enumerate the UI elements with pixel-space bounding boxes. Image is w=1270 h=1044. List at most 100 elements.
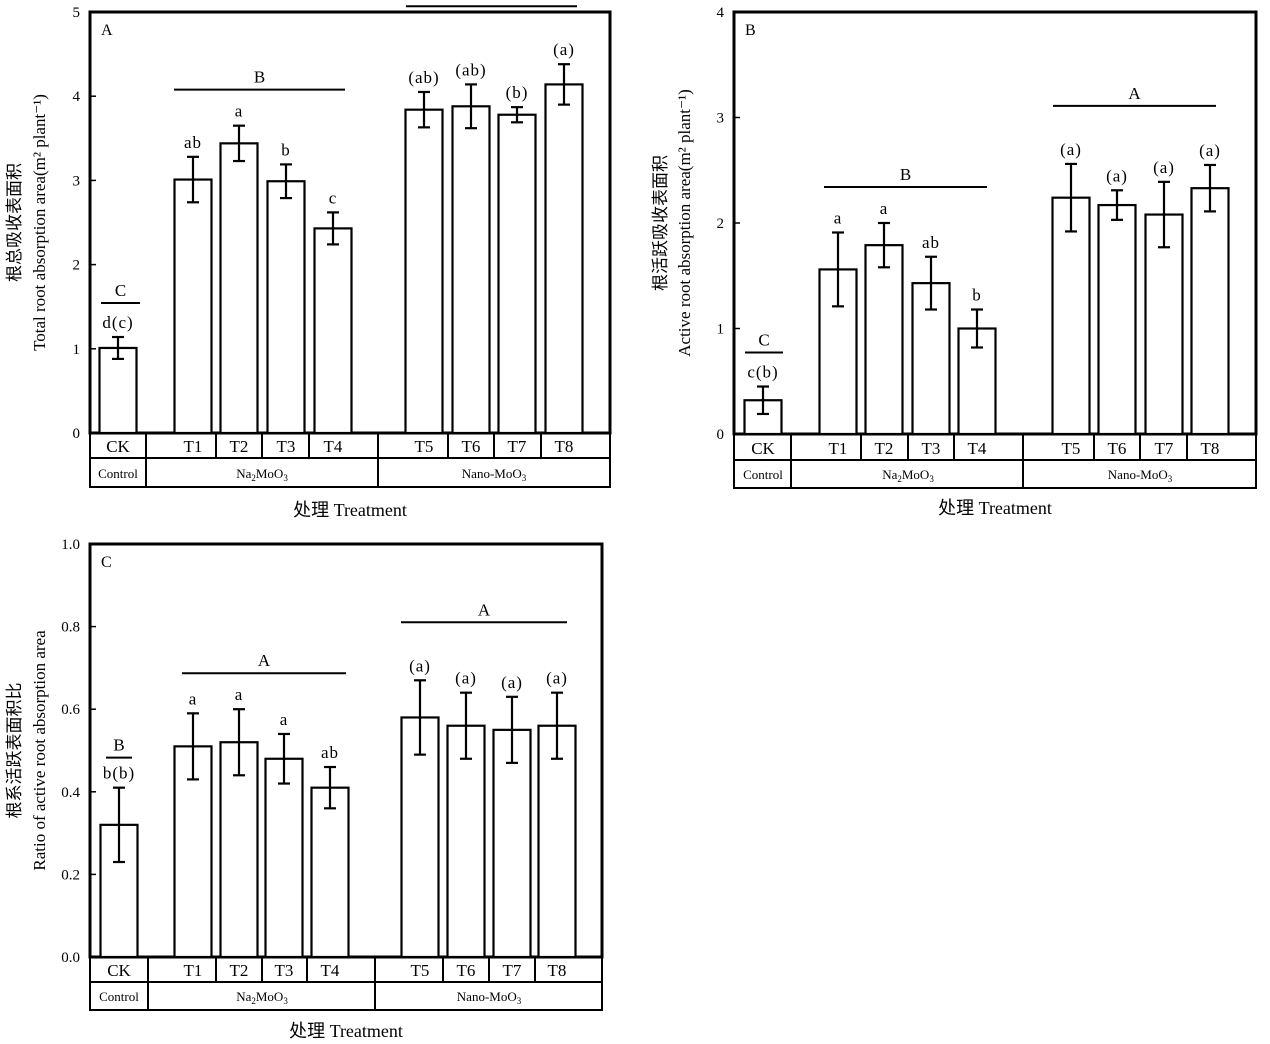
significance-label: (a): [501, 673, 523, 692]
category-label: T8: [1201, 439, 1220, 458]
group-label: Na2MoO3: [236, 989, 288, 1006]
category-label: T3: [275, 961, 294, 980]
y-tick-label: 0.0: [61, 950, 80, 966]
category-label: T3: [277, 437, 296, 456]
significance-label: (a): [1199, 141, 1221, 160]
y-axis-title-en: Ratio of active root absorption area: [30, 630, 49, 871]
error-bar: [414, 679, 426, 756]
significance-label: (a): [1060, 140, 1082, 159]
group-label: Nano-MoO3: [1108, 467, 1173, 484]
group-significance-letter: B: [113, 736, 124, 755]
bar: [310, 786, 350, 959]
error-bar: [278, 732, 290, 785]
bar: [98, 346, 138, 435]
panel-a: A 0 1 2 3 4 5 根总吸收表面积 Total root absorption area…: [5, 0, 612, 520]
significance-label: a: [235, 102, 244, 121]
significance-label: a: [189, 689, 198, 708]
bar: [497, 113, 537, 435]
error-bar: [187, 155, 199, 204]
category-label: T2: [230, 437, 249, 456]
treatment-table: CK T1 T2 T3 T4 T5 T6 T7 T8 Control Na2MoO3 Nano-MoO…: [89, 956, 603, 1011]
significance-label: b: [281, 140, 291, 159]
y-tick-label: 0.8: [61, 620, 80, 636]
bar: [219, 142, 259, 435]
table-frame: [89, 432, 611, 488]
error-bar: [460, 691, 472, 760]
category-label: T8: [548, 961, 567, 980]
x-axis-title: 处理 Treatment: [293, 500, 407, 520]
y-tick-label: 3: [73, 173, 81, 189]
significance-label: ab: [922, 233, 940, 252]
group-label: Nano-MoO3: [457, 989, 522, 1006]
error-bar: [187, 712, 199, 781]
category-label: T4: [324, 437, 343, 456]
bar: [266, 180, 306, 435]
group-label: Control: [743, 467, 783, 482]
x-axis-title: 处理 Treatment: [289, 1021, 403, 1041]
y-axis-title-cn: 根总吸收表面积: [5, 163, 24, 282]
significance-label: (ab): [455, 60, 486, 79]
category-label: T1: [829, 439, 848, 458]
category-label: T1: [184, 437, 203, 456]
significance-label: (ab): [408, 68, 439, 87]
treatment-table: CK T1 T2 T3 T4 T5 T6 T7 T8 Control Na2MoO3 Nano-MoO…: [89, 432, 611, 488]
error-bar: [112, 335, 124, 361]
error-bar: [1158, 180, 1170, 249]
y-tick-label: 4: [717, 5, 725, 21]
bar: [451, 105, 491, 435]
error-bar: [418, 90, 430, 129]
error-bar: [971, 308, 983, 349]
panel-b: B 0 1 2 3 4 根活跃吸收表面积 Active root absorption are…: [651, 5, 1258, 518]
category-label: T4: [321, 961, 340, 980]
category-label: T5: [1062, 439, 1081, 458]
bar: [264, 757, 304, 959]
category-label: T3: [922, 439, 941, 458]
y-tick-label: 1: [717, 322, 725, 338]
significance-label: c: [329, 188, 338, 207]
bar: [173, 178, 213, 435]
bar: [446, 724, 486, 959]
significance-label: a: [834, 208, 843, 227]
group-label: Na2MoO3: [236, 466, 288, 483]
category-label: T6: [457, 961, 476, 980]
category-label: T5: [415, 437, 434, 456]
panel-letter: A: [101, 22, 113, 39]
y-tick-label: 2: [73, 258, 81, 274]
category-label: T5: [411, 961, 430, 980]
group-significance-letter: B: [900, 165, 911, 184]
error-bar: [551, 691, 563, 760]
y-tick-label: 0.4: [61, 785, 80, 801]
significance-label: ab: [321, 743, 339, 762]
group-significance-letter: B: [254, 68, 265, 87]
category-label: T6: [1108, 439, 1127, 458]
significance-label: (a): [455, 669, 477, 688]
significance-label: b(b): [103, 764, 135, 783]
error-bar: [324, 765, 336, 810]
group-label: Nano-MoO3: [462, 466, 527, 483]
error-bar: [558, 63, 570, 106]
y-axis-title-en: Total root absorption area(m² plant⁻¹): [30, 94, 49, 351]
significance-label: ab: [184, 133, 202, 152]
treatment-table: CK T1 T2 T3 T4 T5 T6 T7 T8 Control Na2MoO3 Nano-MoO…: [733, 433, 1257, 489]
y-tick-label: 5: [73, 5, 81, 21]
significance-label: (a): [1106, 166, 1128, 185]
significance-label: (a): [409, 656, 431, 675]
group-significance-letter: A: [258, 651, 271, 670]
error-bar: [832, 231, 844, 308]
significance-label: (a): [546, 669, 568, 688]
error-bar: [506, 695, 518, 764]
bar: [219, 741, 259, 959]
category-label: T2: [875, 439, 894, 458]
y-tick-label: 0: [73, 426, 81, 442]
bar: [864, 244, 904, 436]
x-axis-title: 处理 Treatment: [938, 498, 1052, 518]
category-label: T7: [508, 437, 527, 456]
error-bar: [757, 385, 769, 416]
significance-label: (a): [1153, 158, 1175, 177]
y-tick-label: 0: [717, 427, 725, 443]
error-bar: [1111, 189, 1123, 221]
category-label: T7: [1155, 439, 1174, 458]
significance-label: a: [880, 199, 889, 218]
significance-label: c(b): [747, 363, 778, 382]
